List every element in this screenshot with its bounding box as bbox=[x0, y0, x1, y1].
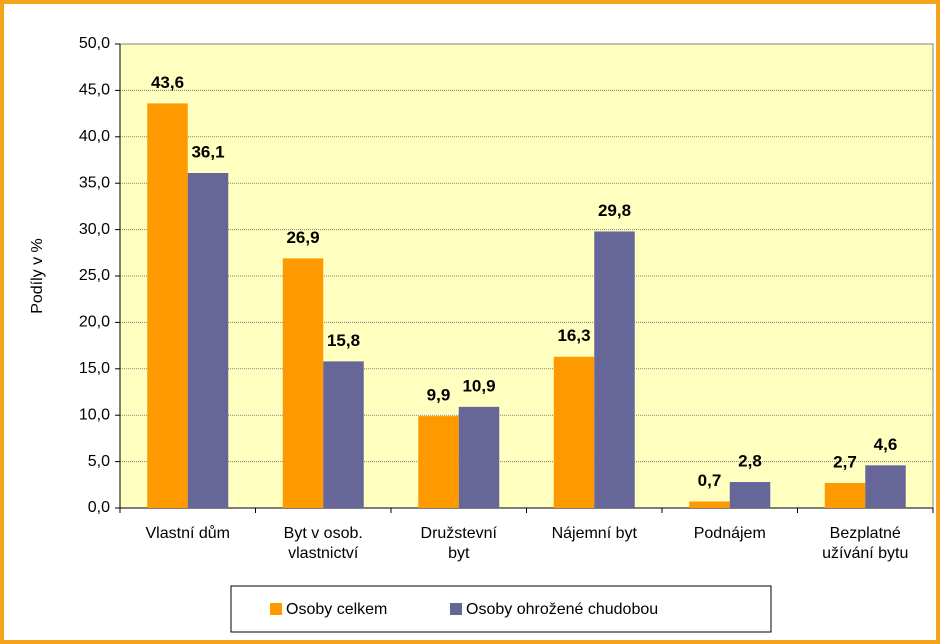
value-label: 9,9 bbox=[427, 386, 451, 405]
y-tick-label: 40,0 bbox=[79, 128, 110, 145]
y-tick-label: 35,0 bbox=[79, 174, 110, 191]
x-tick-label: Družstevní byt bbox=[421, 525, 498, 562]
bar bbox=[458, 406, 500, 508]
y-tick-label: 20,0 bbox=[79, 314, 110, 331]
x-tick-label: Nájemní byt bbox=[552, 525, 638, 542]
value-label: 16,3 bbox=[557, 326, 590, 345]
legend-swatch bbox=[270, 603, 282, 615]
value-label: 29,8 bbox=[598, 201, 631, 220]
value-label: 15,8 bbox=[327, 331, 360, 350]
bar bbox=[729, 482, 771, 508]
value-label: 2,8 bbox=[738, 452, 762, 471]
value-label: 10,9 bbox=[462, 376, 495, 395]
bar bbox=[418, 416, 459, 508]
value-label: 43,6 bbox=[151, 73, 184, 92]
y-axis-label: Podíly v % bbox=[29, 238, 46, 314]
value-label: 36,1 bbox=[191, 142, 224, 161]
y-tick-label: 5,0 bbox=[88, 453, 110, 470]
bar bbox=[187, 172, 229, 508]
value-label: 26,9 bbox=[286, 228, 319, 247]
value-label: 4,6 bbox=[874, 435, 898, 454]
bar bbox=[147, 103, 188, 508]
legend-label: Osoby celkem bbox=[286, 601, 387, 618]
bar bbox=[323, 361, 364, 508]
bar bbox=[824, 482, 866, 508]
y-tick-label: 45,0 bbox=[79, 82, 110, 99]
y-tick-label: 10,0 bbox=[79, 406, 110, 423]
x-tick-label: Byt v osob. vlastnictví bbox=[284, 525, 363, 562]
x-tick-label: Podnájem bbox=[694, 525, 766, 542]
bar bbox=[553, 356, 595, 508]
bar bbox=[282, 258, 324, 508]
bar bbox=[865, 465, 906, 508]
y-tick-label: 0,0 bbox=[88, 499, 110, 516]
legend-box bbox=[230, 585, 772, 633]
y-tick-label: 50,0 bbox=[79, 35, 110, 52]
value-label: 2,7 bbox=[833, 452, 857, 471]
legend-label: Osoby ohrožené chudobou bbox=[466, 601, 658, 618]
x-tick-label: Bezplatné užívání bytu bbox=[822, 525, 908, 562]
y-tick-label: 25,0 bbox=[79, 267, 110, 284]
bar bbox=[594, 231, 635, 508]
bar bbox=[689, 501, 730, 508]
value-label: 0,7 bbox=[698, 471, 722, 490]
y-tick-label: 15,0 bbox=[79, 360, 110, 377]
y-tick-label: 30,0 bbox=[79, 221, 110, 238]
legend-swatch bbox=[450, 603, 462, 615]
x-tick-label: Vlastní dům bbox=[146, 524, 230, 542]
